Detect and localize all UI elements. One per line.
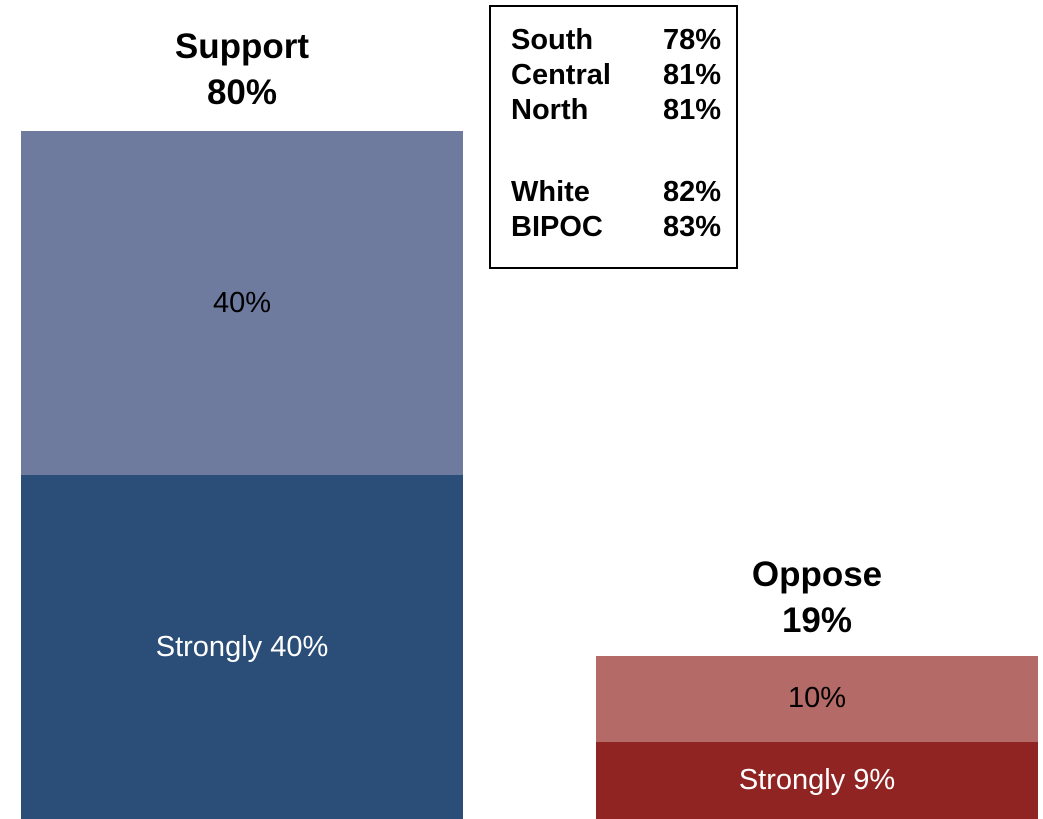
support-title-label: Support xyxy=(174,27,310,66)
support-title: Support 80% xyxy=(21,24,463,116)
support-strongly-bar: Strongly 40% xyxy=(21,475,463,819)
subgroup-value: 82% xyxy=(662,176,721,208)
subgroup-name: South xyxy=(511,24,594,56)
subgroup-row-white: White 82% xyxy=(511,175,721,209)
subgroup-table: South 78% Central 81% North 81% White 82… xyxy=(489,5,738,269)
oppose-somewhat-label: 10% xyxy=(787,682,847,715)
oppose-somewhat-bar: 10% xyxy=(596,655,1038,742)
subgroup-value: 78% xyxy=(662,24,721,56)
oppose-strongly-bar: Strongly 9% xyxy=(596,741,1038,819)
subgroup-row-central: Central 81% xyxy=(511,58,721,92)
subgroup-value: 83% xyxy=(662,211,721,243)
subgroup-row-south: South 78% xyxy=(511,23,721,57)
oppose-strongly-label: Strongly 9% xyxy=(738,763,896,796)
subgroup-row-north: North 81% xyxy=(511,93,721,127)
support-somewhat-bar: 40% xyxy=(21,131,463,475)
oppose-title: Oppose 19% xyxy=(596,552,1038,644)
subgroup-name: White xyxy=(511,176,590,208)
support-somewhat-label: 40% xyxy=(212,286,272,319)
subgroup-value: 81% xyxy=(662,59,721,91)
support-total: 80% xyxy=(206,73,278,112)
subgroup-name: Central xyxy=(511,59,611,91)
oppose-total: 19% xyxy=(781,601,853,640)
oppose-title-label: Oppose xyxy=(751,555,883,594)
support-strongly-label: Strongly 40% xyxy=(155,630,329,663)
subgroup-row-bipoc: BIPOC 83% xyxy=(511,210,721,244)
subgroup-value: 81% xyxy=(662,94,721,126)
subgroup-name: North xyxy=(511,94,589,126)
subgroup-name: BIPOC xyxy=(511,211,603,243)
